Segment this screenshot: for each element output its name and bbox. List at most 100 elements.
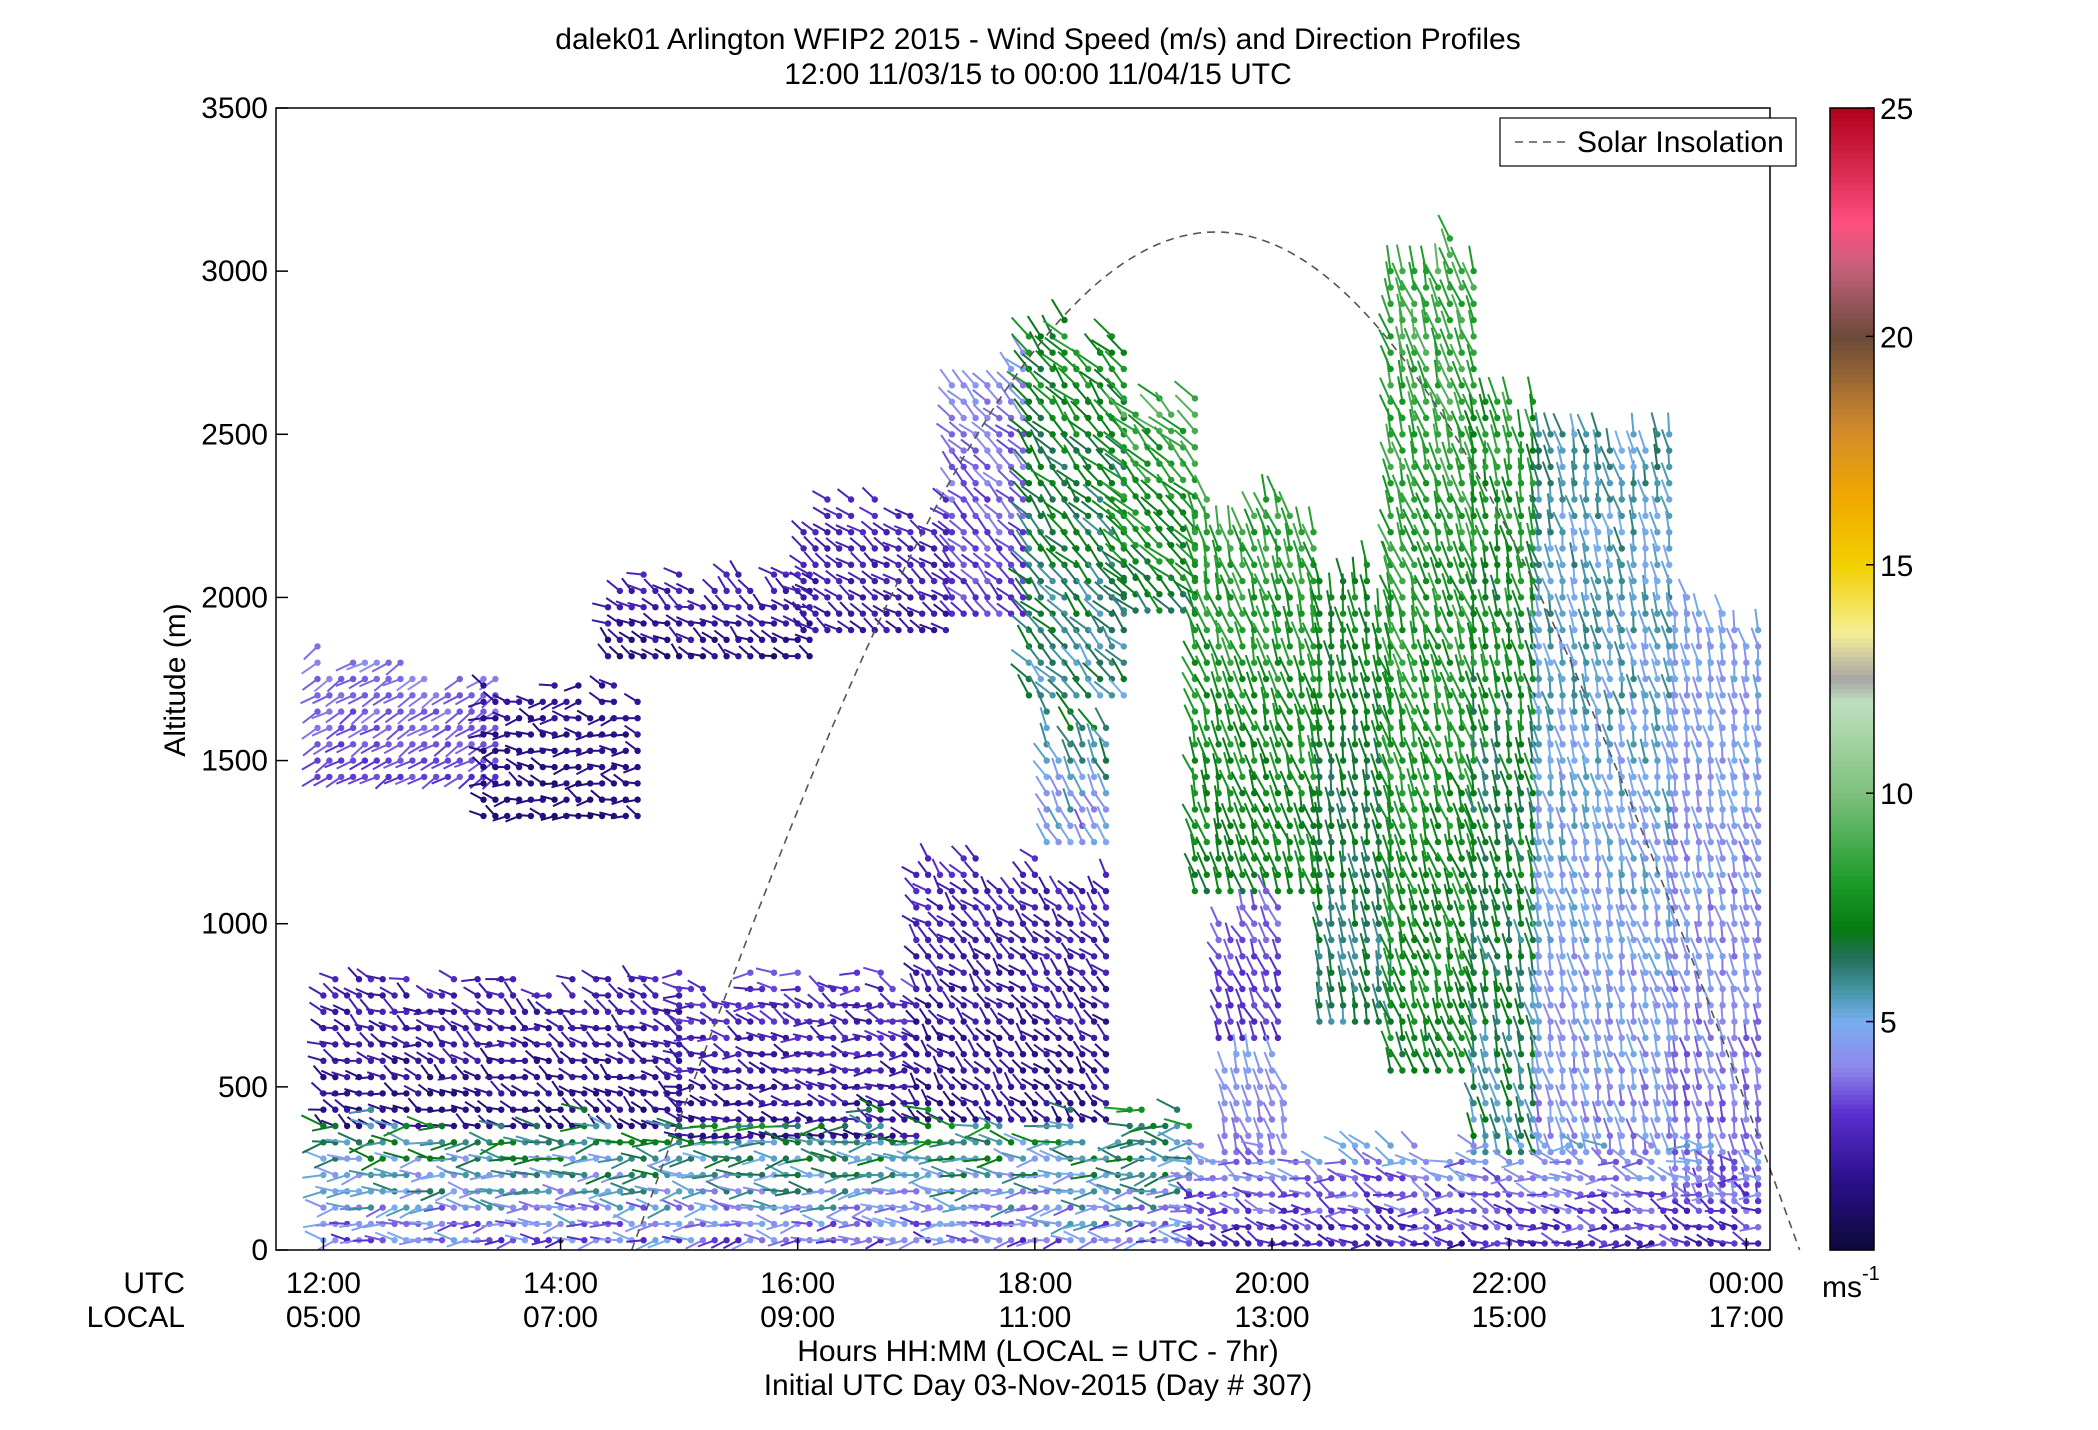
wind-barb-dot	[1287, 855, 1293, 861]
wind-barb-dot	[1459, 970, 1465, 976]
wind-barb-dot	[1049, 660, 1055, 666]
wind-barb-dot	[457, 708, 463, 714]
wind-barb-dot	[1364, 725, 1370, 731]
wind-barb-dot	[1340, 643, 1346, 649]
wind-barb-dot	[1654, 757, 1660, 763]
wind-barb-dot	[1494, 937, 1500, 943]
wind-barb-dot	[1275, 513, 1281, 519]
wind-barb-dot	[1619, 1067, 1625, 1073]
wind-barb-dot	[1518, 431, 1524, 437]
wind-barb-dot	[1310, 774, 1316, 780]
chart-title: dalek01 Arlington WFIP2 2015 - Wind Spee…	[555, 23, 1520, 56]
wind-barb-dot	[996, 562, 1002, 568]
wind-barb-dot	[1376, 692, 1382, 698]
wind-barb-dot	[1571, 708, 1577, 714]
wind-barb-dot	[1630, 1100, 1636, 1106]
wind-barb-dot	[1364, 1002, 1370, 1008]
wind-barb	[1478, 589, 1485, 614]
wind-barb-dot	[735, 620, 741, 626]
wind-barb-dot	[1654, 904, 1660, 910]
wind-barb-dot	[1547, 1133, 1553, 1139]
wind-barb	[1175, 381, 1195, 398]
wind-barb-dot	[1310, 790, 1316, 796]
wind-barb-dot	[516, 780, 522, 786]
wind-barb-dot	[1571, 888, 1577, 894]
wind-barb-dot	[326, 774, 332, 780]
wind-barb-dot	[1607, 1035, 1613, 1041]
wind-barb-dot	[1470, 692, 1476, 698]
wind-barb-dot	[1518, 872, 1524, 878]
wind-barb-dot	[1470, 660, 1476, 666]
wind-barb-dot	[1530, 676, 1536, 682]
wind-barb-dot	[1583, 529, 1589, 535]
wind-barb-dot	[972, 594, 978, 600]
wind-barb-dot	[1536, 823, 1542, 829]
wind-barb-dot	[1399, 1002, 1405, 1008]
wind-barb-dot	[1571, 1133, 1577, 1139]
wind-barb-dot	[1411, 741, 1417, 747]
wind-barb-dot	[1506, 823, 1512, 829]
wind-barb-dot	[1506, 970, 1512, 976]
wind-barb-dot	[1435, 774, 1441, 780]
wind-barb-dot	[1049, 594, 1055, 600]
wind-barb-dot	[362, 692, 368, 698]
wind-barb-dot	[1192, 888, 1198, 894]
wind-barb-dot	[1263, 545, 1269, 551]
wind-barb-dot	[1447, 480, 1453, 486]
wind-barb-dot	[1215, 529, 1221, 535]
wind-barb-dot	[480, 676, 486, 682]
wind-barb-dot	[1571, 953, 1577, 959]
wind-barb-dot	[1506, 904, 1512, 910]
wind-barb-dot	[783, 620, 789, 626]
wind-barb-dot	[895, 513, 901, 519]
wind-barb-dot	[1316, 774, 1322, 780]
wind-barb-dot	[385, 692, 391, 698]
wind-barb-dot	[712, 653, 718, 659]
wind-barb-dot	[1287, 708, 1293, 714]
wind-barb-dot	[1399, 366, 1405, 372]
wind-barb-dot	[1352, 1018, 1358, 1024]
wind-barb-dot	[1275, 872, 1281, 878]
wind-barb-dot	[1666, 1002, 1672, 1008]
wind-barb-dot	[1227, 725, 1233, 731]
wind-barb-dot	[1559, 708, 1565, 714]
wind-barb	[1404, 737, 1414, 760]
wind-barb-dot	[1459, 921, 1465, 927]
wind-barb-dot	[1215, 594, 1221, 600]
wind-barb-dot	[1518, 643, 1524, 649]
wind-barb-dot	[1447, 529, 1453, 535]
wind-barb-dot	[800, 545, 806, 551]
wind-barb	[1606, 428, 1610, 451]
wind-barb-dot	[1654, 480, 1660, 486]
wind-barb-dot	[1583, 1084, 1589, 1090]
wind-barb-dot	[421, 676, 427, 682]
wind-barb-dot	[1376, 970, 1382, 976]
wind-barb-dot	[1263, 741, 1269, 747]
wind-barb-dot	[1038, 382, 1044, 388]
wind-barb-dot	[1121, 395, 1127, 401]
wind-barb-dot	[1287, 806, 1293, 812]
wind-barb-dot	[1470, 921, 1476, 927]
wind-barb-dot	[1459, 382, 1465, 388]
wind-barb-dot	[1595, 562, 1601, 568]
wind-barb-dot	[1121, 643, 1127, 649]
wind-barb-dot	[480, 780, 486, 786]
wind-barb-dot	[1559, 611, 1565, 617]
wind-barb-dot	[1204, 855, 1210, 861]
wind-barb	[1450, 722, 1462, 745]
wind-barb	[1296, 507, 1302, 533]
wind-barb-dot	[1364, 986, 1370, 992]
wind-barb-dot	[1595, 904, 1601, 910]
wind-barb-dot	[1352, 741, 1358, 747]
wind-barb-dot	[1435, 350, 1441, 356]
wind-barb-dot	[1630, 888, 1636, 894]
wind-barb-dot	[1642, 774, 1648, 780]
wind-barb-dot	[1571, 921, 1577, 927]
wind-barb-dot	[1399, 741, 1405, 747]
wind-barb-dot	[1287, 888, 1293, 894]
wind-barb-dot	[1387, 382, 1393, 388]
wind-barb-dot	[1547, 757, 1553, 763]
wind-barb-dot	[385, 774, 391, 780]
wind-barb-dot	[1482, 806, 1488, 812]
wind-barb-dot	[1251, 545, 1257, 551]
